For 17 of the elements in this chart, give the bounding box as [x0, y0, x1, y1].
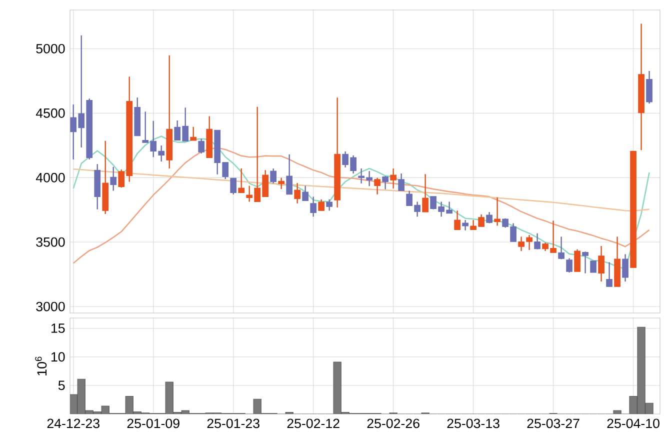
x-tick-label: 25-03-27: [527, 418, 580, 428]
x-tick-label: 24-12-23: [47, 418, 100, 428]
x-tick-label: 25-03-13: [447, 418, 500, 428]
x-tick-label: 25-01-09: [127, 418, 180, 428]
x-tick-label: 25-01-23: [207, 418, 260, 428]
x-tick-label: 25-02-12: [287, 418, 340, 428]
y-tick-label: 3000: [36, 302, 65, 312]
y-tick-label: 4000: [36, 172, 65, 182]
y-tick-label: 5: [58, 380, 65, 390]
y-tick-label: 15: [51, 324, 65, 333]
y-axis-title: 10$^{6}$: [35, 356, 47, 376]
y-tick-label: 4500: [36, 108, 65, 118]
y-tick-label: 5000: [36, 44, 65, 54]
y-tick-label: 3500: [36, 237, 65, 247]
x-tick-label: 25-02-26: [367, 418, 420, 428]
x-tick-label: 25-04-10: [607, 418, 660, 428]
y-tick-label: 10: [51, 352, 65, 362]
